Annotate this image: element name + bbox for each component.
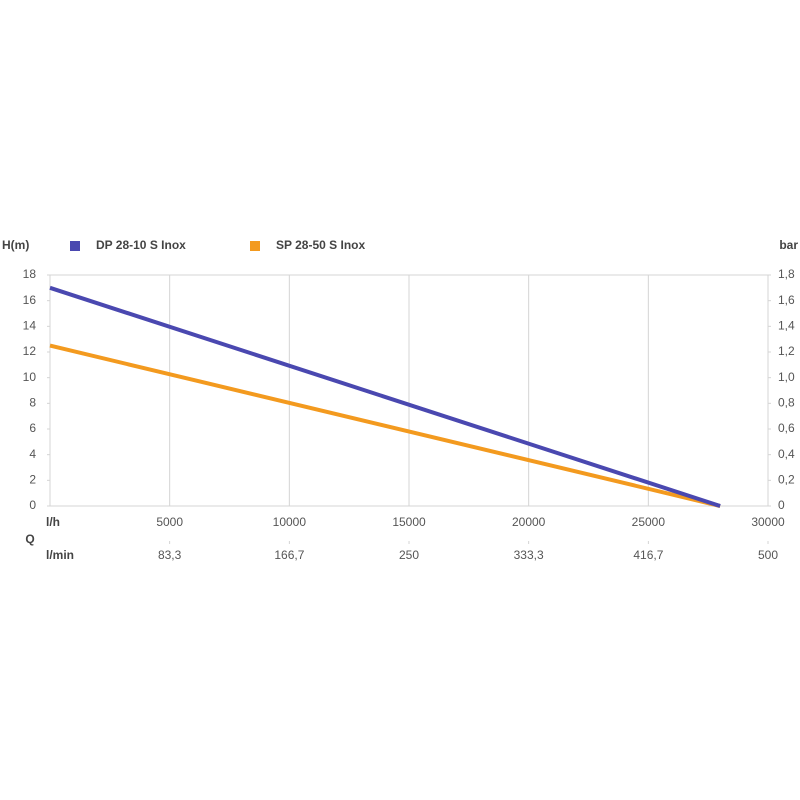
series-line: [49, 285, 721, 508]
x-tick-label: 25000: [632, 515, 666, 529]
series-line: [49, 343, 721, 508]
x-tick-label: 10000: [273, 515, 307, 529]
x2-tick-label: 333,3: [514, 548, 544, 562]
x-tick-label: 20000: [512, 515, 546, 529]
y-tick-label: 18: [23, 267, 37, 281]
y2-tick-label: 1,6: [778, 293, 795, 307]
y2-tick-label: 0,6: [778, 421, 795, 435]
y2-axis-label: bar: [779, 238, 798, 252]
x-tick-label: 30000: [751, 515, 785, 529]
legend-label: DP 28-10 S Inox: [96, 238, 186, 252]
x2-tick-label: 83,3: [158, 548, 182, 562]
y-tick-label: 0: [29, 498, 36, 512]
legend-swatch: [250, 241, 260, 251]
x-tick-label: 5000: [156, 515, 183, 529]
legend-swatch: [70, 241, 80, 251]
y2-tick-label: 0,4: [778, 447, 795, 461]
x2-tick-label: 500: [758, 548, 778, 562]
y-tick-label: 8: [29, 396, 36, 410]
y-tick-label: 10: [23, 370, 37, 384]
y2-tick-label: 0,8: [778, 396, 795, 410]
y2-tick-label: 0: [778, 498, 785, 512]
x2-tick-label: 416,7: [633, 548, 663, 562]
x-axis-label: l/h: [46, 515, 60, 529]
y2-tick-label: 1,0: [778, 370, 795, 384]
y2-tick-label: 1,4: [778, 319, 795, 333]
y-tick-label: 12: [23, 344, 37, 358]
y-tick-label: 16: [23, 293, 37, 307]
y2-tick-label: 1,8: [778, 267, 795, 281]
y2-tick-label: 0,2: [778, 473, 795, 487]
legend-label: SP 28-50 S Inox: [276, 238, 365, 252]
y2-tick-label: 1,2: [778, 344, 795, 358]
y-tick-label: 2: [29, 473, 36, 487]
q-label: Q: [25, 532, 34, 546]
x-tick-label: 15000: [392, 515, 426, 529]
x2-axis-label: l/min: [46, 548, 74, 562]
x2-tick-label: 166,7: [274, 548, 304, 562]
y-tick-label: 6: [29, 421, 36, 435]
x2-tick-label: 250: [399, 548, 419, 562]
y-axis-label: H(m): [2, 238, 29, 252]
y-tick-label: 14: [23, 319, 37, 333]
y-tick-label: 4: [29, 447, 36, 461]
